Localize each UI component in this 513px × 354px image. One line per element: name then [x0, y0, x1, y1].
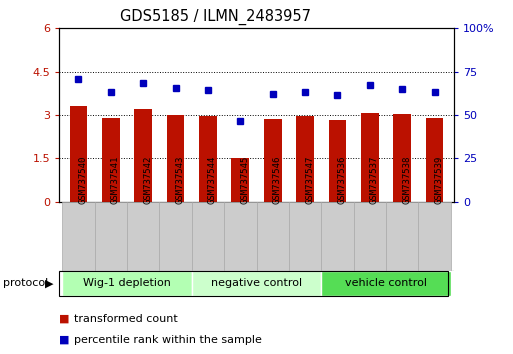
- Text: GSM737547: GSM737547: [305, 155, 314, 204]
- Bar: [419, 202, 451, 271]
- Bar: [231, 159, 249, 202]
- Bar: [70, 107, 87, 202]
- Text: ■: ■: [59, 314, 69, 324]
- Bar: [264, 119, 282, 202]
- Bar: [62, 202, 94, 271]
- Bar: [256, 202, 289, 271]
- Bar: [62, 271, 192, 296]
- Text: GSM737542: GSM737542: [143, 155, 152, 204]
- Bar: [296, 116, 314, 202]
- Text: negative control: negative control: [211, 278, 302, 288]
- Text: GDS5185 / ILMN_2483957: GDS5185 / ILMN_2483957: [120, 9, 311, 25]
- Text: Wig-1 depletion: Wig-1 depletion: [83, 278, 171, 288]
- Bar: [134, 109, 152, 202]
- Text: GSM737539: GSM737539: [435, 155, 444, 204]
- Text: GSM737546: GSM737546: [273, 155, 282, 204]
- Bar: [386, 202, 419, 271]
- Bar: [224, 202, 256, 271]
- Text: vehicle control: vehicle control: [345, 278, 427, 288]
- Bar: [321, 202, 353, 271]
- Bar: [328, 120, 346, 202]
- Text: GSM737545: GSM737545: [240, 155, 249, 204]
- Bar: [199, 116, 217, 202]
- Text: GSM737543: GSM737543: [175, 155, 185, 204]
- Text: GSM737544: GSM737544: [208, 155, 217, 204]
- Bar: [426, 118, 443, 202]
- Bar: [167, 115, 185, 202]
- Text: ▶: ▶: [45, 278, 53, 288]
- Text: GSM737541: GSM737541: [111, 155, 120, 204]
- Bar: [192, 202, 224, 271]
- Bar: [393, 114, 411, 202]
- Text: GSM737537: GSM737537: [370, 155, 379, 204]
- Bar: [361, 113, 379, 202]
- Text: ■: ■: [59, 335, 69, 345]
- Text: GSM737538: GSM737538: [402, 155, 411, 204]
- Text: GSM737540: GSM737540: [78, 155, 87, 204]
- Text: GSM737536: GSM737536: [338, 155, 346, 204]
- Text: protocol: protocol: [3, 278, 48, 288]
- Text: transformed count: transformed count: [74, 314, 178, 324]
- Text: percentile rank within the sample: percentile rank within the sample: [74, 335, 262, 345]
- Bar: [353, 202, 386, 271]
- Bar: [102, 118, 120, 202]
- Bar: [160, 202, 192, 271]
- Bar: [94, 202, 127, 271]
- Bar: [192, 271, 321, 296]
- Bar: [321, 271, 451, 296]
- Bar: [289, 202, 321, 271]
- Bar: [127, 202, 160, 271]
